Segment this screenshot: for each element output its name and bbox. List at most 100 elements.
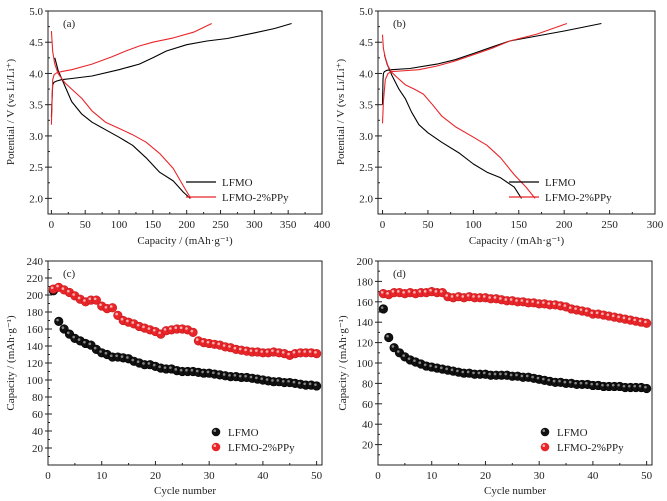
data-point-highlight [595, 311, 599, 315]
series-line-lfmo-charge [381, 22, 602, 105]
data-point-highlight [520, 374, 524, 378]
data-point-lfmo [54, 316, 64, 326]
data-point-highlight [391, 290, 395, 293]
y-tick-label: 40 [362, 419, 374, 431]
y-tick-label: 20 [362, 440, 374, 452]
legend-swatch-marker [540, 442, 550, 452]
legend-label: LFMO-2%PPy [557, 442, 624, 454]
data-point-highlight [617, 315, 620, 319]
data-point-highlight [563, 304, 567, 307]
data-point-highlight [423, 363, 427, 367]
y-tick-label: 100 [27, 375, 44, 387]
data-point-highlight [622, 384, 626, 388]
data-point-highlight [179, 368, 183, 372]
y-axis-label: Potential / V (vs Li/Li⁺) [5, 59, 17, 166]
data-point-highlight [115, 312, 118, 316]
data-point-highlight [585, 309, 588, 313]
data-point-highlight [131, 321, 135, 324]
data-point-highlight [396, 290, 400, 293]
data-point-highlight [190, 329, 194, 333]
x-tick-label: 30 [204, 470, 216, 482]
data-point-highlight [493, 296, 497, 299]
data-point-highlight [109, 305, 113, 308]
panel-label: (a) [63, 18, 76, 30]
data-point-highlight [303, 350, 306, 353]
data-point-highlight [380, 291, 384, 294]
y-tick-label: 80 [362, 378, 374, 390]
data-point-highlight [606, 313, 610, 317]
data-point-lfmo-2ppy [312, 349, 322, 359]
data-point-highlight [190, 368, 194, 372]
x-tick-label: 50 [80, 219, 92, 231]
y-tick-label: 80 [32, 392, 44, 404]
y-tick-label: 3.5 [359, 100, 373, 112]
data-point-highlight [461, 370, 465, 374]
x-axis-label: Capacity / (mAh·g⁻¹) [137, 235, 233, 247]
legend-swatch-highlight [542, 429, 546, 433]
data-point-highlight [391, 345, 395, 348]
x-tick-label: 0 [375, 470, 381, 482]
data-point-lfmo-2ppy [107, 303, 118, 313]
data-point-highlight [606, 383, 610, 387]
panel-label: (d) [393, 268, 406, 280]
data-point-highlight [238, 347, 242, 351]
x-tick-label: 300 [246, 219, 263, 231]
data-point-highlight [531, 300, 534, 303]
data-point-highlight [590, 311, 594, 315]
y-tick-label: 160 [27, 324, 44, 336]
data-point-highlight [552, 379, 556, 383]
x-axis-label: Cycle number [484, 485, 546, 497]
data-point-highlight [88, 342, 92, 346]
y-axis-label: Potential / V (vs Li/Li⁺) [335, 59, 347, 166]
data-point-highlight [509, 298, 513, 301]
panel-label: (b) [393, 18, 406, 30]
data-point-highlight [228, 374, 231, 377]
data-point-highlight [281, 351, 285, 354]
data-point-highlight [472, 371, 475, 375]
y-tick-label: 2.5 [29, 162, 43, 174]
legend-swatch-highlight [213, 444, 217, 448]
data-point-highlight [482, 371, 486, 375]
data-point-highlight [249, 375, 253, 379]
data-point-highlight [434, 290, 438, 293]
data-point-highlight [276, 350, 280, 353]
data-point-highlight [169, 366, 172, 369]
data-point-highlight [601, 312, 604, 316]
data-point-highlight [152, 328, 156, 332]
x-tick-label: 50 [422, 219, 434, 231]
data-point-highlight [120, 317, 124, 321]
data-point-highlight [429, 364, 432, 368]
data-point-highlight [179, 326, 183, 330]
data-point-highlight [472, 295, 475, 298]
legend-swatch-highlight [542, 444, 546, 448]
y-tick-label: 4.0 [359, 68, 373, 80]
data-point-highlight [413, 359, 416, 362]
y-tick-label: 60 [362, 399, 374, 411]
x-tick-label: 250 [212, 219, 229, 231]
data-point-highlight [547, 302, 551, 305]
data-point-highlight [568, 306, 572, 309]
series-line-lfmo-discharge [383, 54, 522, 199]
data-point-highlight [244, 348, 247, 352]
data-point-highlight [281, 379, 285, 383]
data-point-highlight [450, 295, 454, 298]
y-tick-label: 60 [32, 409, 44, 421]
data-point-highlight [61, 326, 65, 330]
data-point-highlight [308, 382, 312, 386]
x-tick-label: 200 [178, 219, 195, 231]
y-tick-label: 200 [357, 256, 374, 268]
data-point-highlight [185, 327, 188, 330]
legend-label: LFMO [545, 177, 576, 189]
data-point-highlight [466, 294, 470, 297]
x-tick-label: 100 [465, 219, 482, 231]
data-point-highlight [445, 367, 448, 371]
data-point-highlight [525, 300, 529, 303]
data-point-highlight [445, 294, 448, 297]
data-point-highlight [66, 289, 70, 293]
data-point-highlight [380, 306, 384, 309]
y-tick-label: 2.5 [359, 162, 373, 174]
data-point-highlight [260, 377, 264, 381]
data-point-highlight [456, 369, 459, 373]
x-tick-label: 400 [314, 219, 331, 231]
y-tick-label: 180 [27, 307, 44, 319]
